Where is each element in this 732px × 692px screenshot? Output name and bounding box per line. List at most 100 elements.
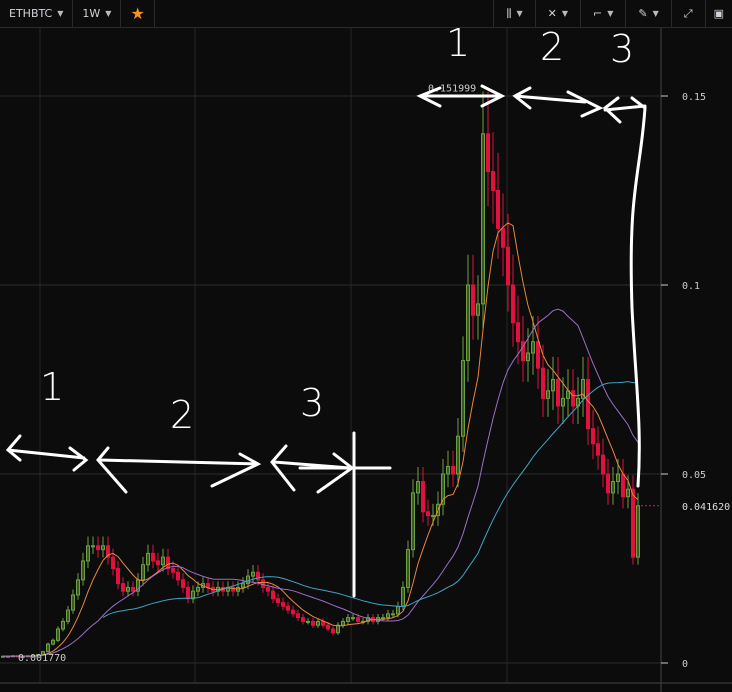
candle-body — [191, 590, 195, 600]
chevron-down-icon: ▼ — [57, 9, 64, 18]
candle-body — [61, 620, 65, 630]
candle-body — [66, 609, 70, 622]
candle-body — [636, 505, 640, 558]
candle-body — [291, 609, 295, 615]
candle-body — [196, 586, 200, 592]
candle-body — [276, 598, 280, 604]
candle-body — [306, 620, 310, 623]
candle-body — [316, 620, 320, 626]
candle-body — [521, 341, 525, 362]
chevron-down-icon: ▼ — [607, 9, 614, 18]
candle-body — [581, 379, 585, 399]
candle-body — [176, 571, 180, 581]
indicators-icon: ✕ — [547, 7, 557, 20]
compare-icon: ⌐ — [593, 7, 603, 20]
candle-body — [596, 443, 600, 456]
candle-body — [406, 549, 410, 588]
annotation-labels: 1 2 3 1 2 3 — [40, 28, 634, 437]
candle-body — [546, 390, 550, 399]
candle-body — [416, 481, 420, 494]
candle-body — [446, 465, 450, 475]
y-tick-label: 0.1 — [682, 281, 700, 292]
candle-body — [296, 613, 300, 619]
candle-body — [351, 617, 355, 620]
candle-body — [391, 613, 395, 616]
candle-body — [126, 586, 130, 592]
annotation-top-3: 3 — [610, 28, 634, 71]
candle-body — [101, 545, 105, 551]
bottom-arrow-3-crosshair — [270, 431, 392, 598]
annotation-bottom-1: 1 — [40, 365, 64, 409]
candle-body — [121, 583, 125, 592]
favorite-button[interactable]: ★ — [121, 0, 155, 27]
candle-body — [131, 586, 135, 592]
drawing-button[interactable]: ✎ ▼ — [625, 0, 670, 27]
candle-body — [161, 556, 165, 566]
drawing-pencil-icon: ✎ — [638, 7, 648, 20]
candle-body — [116, 568, 120, 585]
chevron-down-icon: ▼ — [516, 9, 523, 18]
fullscreen-icon: ⤢ — [683, 6, 693, 20]
candle-body — [571, 390, 575, 407]
candle-body — [366, 617, 370, 622]
indicators-button[interactable]: ✕ ▼ — [534, 0, 580, 27]
star-icon: ★ — [130, 4, 145, 23]
bottom-arrow-1 — [5, 434, 89, 472]
candles-style-button[interactable]: ⫼ ▼ — [493, 0, 534, 27]
candle-body — [451, 465, 455, 475]
candles-style-icon: ⫼ — [506, 6, 512, 20]
candle-body — [541, 367, 545, 399]
candle-body — [331, 628, 335, 634]
candle-body — [386, 613, 390, 619]
candle-body — [601, 454, 605, 475]
candle-body — [461, 360, 465, 437]
candle-body — [501, 227, 505, 248]
candle-body — [531, 341, 535, 354]
candle-body — [511, 284, 515, 324]
candle-body — [586, 379, 590, 430]
candle-body — [456, 435, 460, 475]
annotation-bottom-3: 3 — [300, 381, 324, 425]
candle-body — [431, 515, 435, 518]
candle-body — [156, 560, 160, 566]
y-tick-label: 0 — [682, 659, 688, 670]
candle-body — [91, 545, 95, 548]
ma-mid-line — [3, 308, 639, 657]
compare-button[interactable]: ⌐ ▼ — [580, 0, 625, 27]
candle-body — [326, 624, 330, 630]
candle-body — [51, 639, 55, 645]
candle-body — [206, 583, 210, 588]
candle-body — [346, 617, 350, 622]
candle-body — [111, 556, 115, 569]
symbol-selector[interactable]: ETHBTC ▼ — [0, 0, 74, 27]
fullscreen-button[interactable]: ⤢ — [670, 0, 705, 27]
candle-body — [46, 643, 50, 653]
candle-body — [301, 617, 305, 622]
chart-settings-icon: ▣ — [713, 7, 724, 20]
candle-body — [76, 579, 80, 596]
low-price-label: 0.001770 — [18, 653, 66, 664]
candle-body — [266, 586, 270, 592]
annotation-top-1: 1 — [446, 28, 470, 65]
price-chart[interactable]: 0.150.10.050 0.151999 0.001770 0.041620 … — [0, 28, 732, 692]
chart-settings-button[interactable]: ▣ — [704, 0, 732, 27]
y-tick-label: 0.15 — [682, 92, 706, 103]
candle-body — [171, 568, 175, 573]
toolbar: ETHBTC ▼ 1W ▼ ★ ⫼ ▼ ✕ ▼ ⌐ ▼ ✎ ▼ ⤢ ▣ — [0, 0, 732, 28]
candle-body — [321, 620, 325, 626]
candle-body — [491, 171, 495, 192]
candle-body — [436, 503, 440, 517]
candle-body — [186, 586, 190, 600]
candle-body — [256, 571, 260, 581]
candle-body — [426, 511, 430, 517]
candle-body — [516, 322, 520, 343]
chevron-down-icon: ▼ — [561, 9, 569, 18]
interval-selector[interactable]: 1W ▼ — [73, 0, 122, 27]
candle-body — [311, 620, 315, 626]
annotation-top-2: 2 — [540, 28, 564, 69]
candle-body — [86, 545, 90, 562]
candle-body — [556, 379, 560, 407]
candle-body — [536, 341, 540, 369]
candle-body — [526, 352, 530, 362]
top-arrow-2 — [512, 86, 604, 118]
